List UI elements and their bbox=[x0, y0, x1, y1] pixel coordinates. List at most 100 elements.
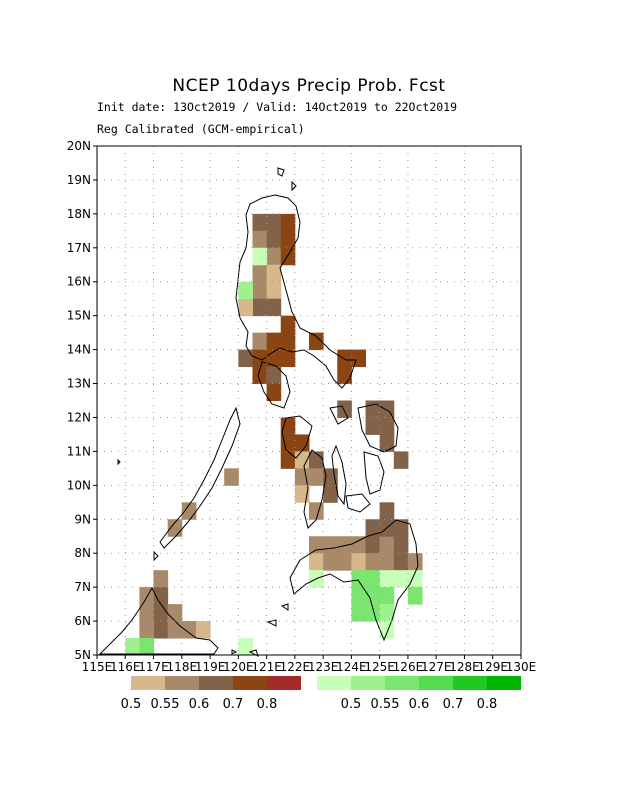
dry-prob-cell bbox=[266, 264, 282, 283]
lat-tick-label: 6N bbox=[74, 614, 91, 628]
dry-prob-cell bbox=[379, 536, 395, 554]
legend-dry-swatch bbox=[165, 676, 199, 690]
dry-prob-cell bbox=[351, 536, 367, 554]
coastline-sulu bbox=[248, 603, 289, 657]
dry-prob-cell bbox=[252, 213, 268, 232]
dry-prob-cell bbox=[280, 230, 296, 249]
legend-wet-label: 0.55 bbox=[371, 697, 400, 712]
wet-prob-cell bbox=[365, 604, 381, 622]
wet-prob-cell bbox=[365, 570, 381, 588]
dry-prob-cell bbox=[309, 332, 324, 351]
lon-tick-label: 129E bbox=[477, 660, 508, 674]
dry-prob-cell bbox=[365, 400, 381, 418]
coastline-batanes bbox=[277, 167, 297, 192]
dry-prob-cell bbox=[309, 468, 324, 486]
dry-prob-cell bbox=[323, 553, 338, 571]
coastline-leyte bbox=[363, 451, 385, 495]
legend-wet-swatch bbox=[453, 676, 487, 690]
dry-prob-cell bbox=[252, 230, 268, 249]
wet-prob-cell bbox=[125, 638, 140, 656]
dry-prob-cell bbox=[365, 553, 381, 571]
lat-tick-label: 8N bbox=[74, 546, 91, 560]
dry-prob-cell bbox=[252, 281, 268, 300]
wet-prob-cell bbox=[351, 604, 367, 622]
legend-dry-label: 0.5 bbox=[121, 697, 142, 712]
dry-prob-cell bbox=[266, 366, 282, 385]
lon-tick-label: 117E bbox=[138, 660, 169, 674]
legend-wet-swatch bbox=[385, 676, 419, 690]
dry-prob-cell bbox=[294, 434, 310, 452]
wet-prob-cell bbox=[351, 587, 367, 605]
dry-prob-cell bbox=[252, 332, 268, 351]
dry-prob-cell bbox=[266, 298, 282, 317]
dry-prob-cell bbox=[266, 332, 282, 351]
lon-tick-label: 125E bbox=[364, 660, 395, 674]
dry-prob-cell bbox=[280, 451, 296, 469]
dry-prob-cell bbox=[167, 621, 183, 639]
dry-prob-cell bbox=[379, 502, 395, 520]
lon-tick-label: 122E bbox=[280, 660, 311, 674]
lat-tick-label: 12N bbox=[67, 410, 91, 424]
dry-prob-cell bbox=[266, 281, 282, 300]
dry-prob-cell bbox=[153, 570, 169, 588]
dry-prob-cell bbox=[337, 536, 352, 554]
dry-prob-cell bbox=[393, 519, 409, 537]
dry-prob-cell bbox=[252, 366, 268, 385]
coastline-borneo bbox=[98, 586, 219, 655]
wet-prob-cell bbox=[379, 621, 395, 639]
wet-prob-cell bbox=[407, 570, 423, 588]
dry-prob-cell bbox=[337, 553, 352, 571]
legend-wet-swatch bbox=[419, 676, 453, 690]
dry-prob-cell bbox=[280, 315, 296, 334]
lat-tick-label: 10N bbox=[67, 478, 91, 492]
lat-tick-label: 18N bbox=[67, 207, 91, 221]
lon-tick-label: 130E bbox=[506, 660, 537, 674]
dry-prob-cell bbox=[139, 604, 155, 622]
dry-prob-cell bbox=[351, 553, 367, 571]
subtitle-method: Reg Calibrated (GCM-empirical) bbox=[97, 122, 305, 136]
lon-tick-label: 119E bbox=[195, 660, 226, 674]
dry-prob-cell bbox=[266, 230, 282, 249]
coastline-palawan bbox=[159, 406, 241, 549]
coastline bbox=[98, 167, 419, 657]
dry-prob-cell bbox=[337, 400, 352, 418]
wet-prob-cell bbox=[139, 638, 155, 656]
dry-prob-cell bbox=[294, 468, 310, 486]
wet-prob-cell bbox=[379, 604, 395, 622]
dry-prob-cell bbox=[195, 621, 211, 639]
dry-prob-cell bbox=[309, 502, 324, 520]
dry-prob-cell bbox=[266, 247, 282, 266]
legend: 0.5 0.55 0.6 0.7 0.8 0.5 0.55 0.6 0.7 0.8 bbox=[121, 676, 521, 712]
lat-tick-label: 15N bbox=[67, 309, 91, 323]
dry-prob-cell bbox=[252, 264, 268, 283]
dry-prob-cell bbox=[181, 621, 197, 639]
wet-prob-cell bbox=[238, 638, 253, 656]
coastline-bohol bbox=[345, 493, 371, 513]
legend-dry-label: 0.8 bbox=[257, 697, 278, 712]
dry-prob-cell bbox=[309, 553, 324, 571]
dry-prob-cell bbox=[238, 298, 253, 317]
legend-wet-label: 0.5 bbox=[341, 697, 362, 712]
dry-prob-cell bbox=[153, 587, 169, 605]
lat-tick-label: 19N bbox=[67, 173, 91, 187]
lat-tick-label: 16N bbox=[67, 275, 91, 289]
wet-prob-cell bbox=[351, 570, 367, 588]
legend-wet-label: 0.6 bbox=[409, 697, 430, 712]
legend-dry-swatch bbox=[199, 676, 233, 690]
lat-tick-label: 17N bbox=[67, 241, 91, 255]
dry-prob-cell bbox=[167, 604, 183, 622]
lon-tick-label: 121E bbox=[251, 660, 282, 674]
dry-prob-cell bbox=[280, 332, 296, 351]
dry-prob-cell bbox=[153, 604, 169, 622]
coastline-misc bbox=[117, 458, 238, 655]
coastline-luzon bbox=[235, 194, 357, 389]
dry-prob-cell bbox=[153, 621, 169, 639]
wet-prob-cell bbox=[379, 587, 395, 605]
wet-prob-cell bbox=[379, 570, 395, 588]
legend-wet-label: 0.8 bbox=[477, 697, 498, 712]
dry-prob-cell bbox=[266, 213, 282, 232]
dry-prob-cell bbox=[393, 553, 409, 571]
wet-prob-cell bbox=[393, 570, 409, 588]
wet-prob-cell bbox=[238, 281, 253, 300]
